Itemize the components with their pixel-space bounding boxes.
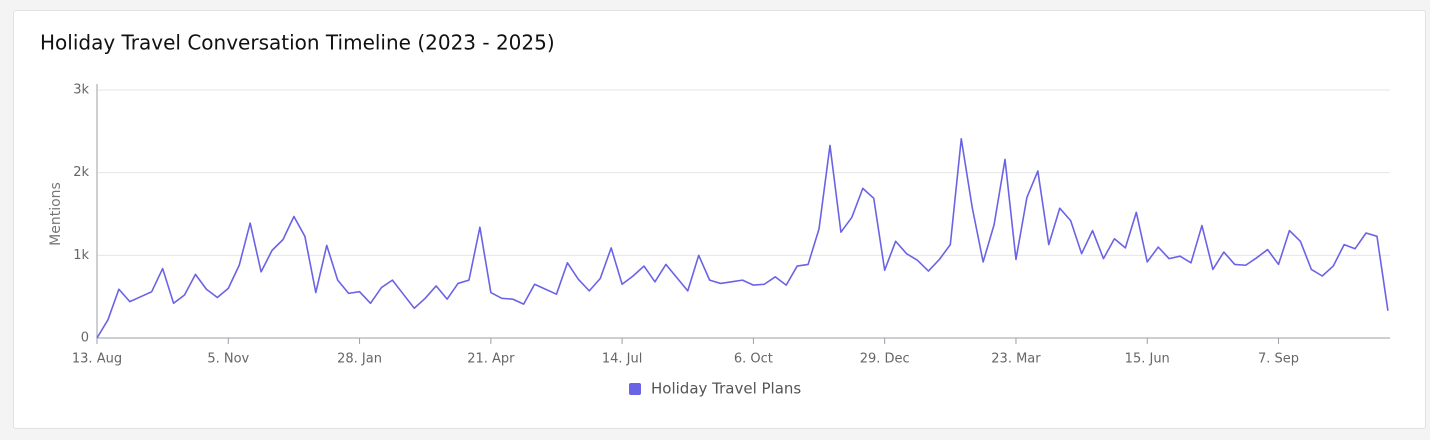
x-tick-label: 7. Sep bbox=[1258, 352, 1299, 367]
y-tick-label: 3k bbox=[73, 83, 89, 98]
legend-swatch[interactable] bbox=[629, 383, 641, 395]
legend-label[interactable]: Holiday Travel Plans bbox=[651, 380, 801, 398]
x-tick-label: 21. Apr bbox=[467, 352, 515, 367]
y-tick-label: 1k bbox=[73, 248, 89, 263]
chart-title: Holiday Travel Conversation Timeline (20… bbox=[40, 31, 555, 55]
x-tick-label: 28. Jan bbox=[337, 352, 382, 367]
y-axis-label: Mentions bbox=[48, 182, 64, 246]
y-tick-label: 0 bbox=[81, 331, 89, 346]
card bbox=[13, 10, 1426, 429]
x-tick-label: 13. Aug bbox=[72, 352, 122, 367]
x-tick-label: 29. Dec bbox=[860, 352, 910, 367]
x-tick-label: 15. Jun bbox=[1125, 352, 1170, 367]
y-tick-label: 2k bbox=[73, 165, 89, 180]
x-tick-label: 6. Oct bbox=[734, 352, 773, 367]
x-tick-label: 5. Nov bbox=[207, 352, 249, 367]
series-line bbox=[96, 137, 1389, 339]
x-tick-label: 14. Jul bbox=[602, 352, 643, 367]
x-tick-label: 23. Mar bbox=[991, 352, 1041, 367]
